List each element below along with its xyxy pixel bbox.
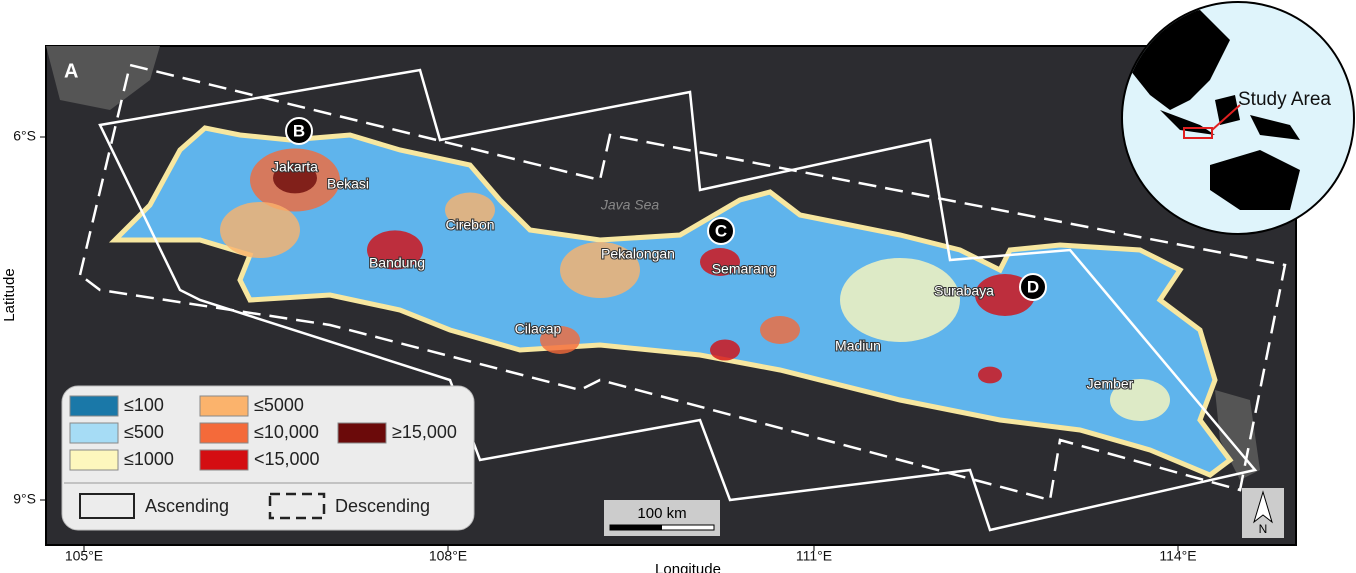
- inset-pointer: [1211, 104, 1241, 131]
- y-axis-label: Latitude: [1, 268, 18, 321]
- x-tick-label: 105°E: [65, 548, 103, 564]
- density-patch: [560, 242, 640, 298]
- legend-label: ≤5000: [254, 395, 304, 415]
- ascending-track: [98, 68, 1258, 532]
- density-patch: [700, 248, 740, 276]
- legend-label: ≤1000: [124, 449, 174, 469]
- place-label: Cirebon: [445, 217, 494, 233]
- site-marker-label: C: [715, 221, 727, 240]
- site-marker: [285, 117, 313, 145]
- place-label: Bandung: [369, 255, 425, 271]
- legend-ascending: Ascending: [145, 496, 229, 516]
- density-patch: [445, 192, 495, 228]
- scale-bar-half: [610, 525, 662, 530]
- x-tick-label: 108°E: [429, 548, 467, 564]
- legend-swatch: [69, 395, 119, 417]
- legend-box: [61, 385, 475, 531]
- density-patch: [367, 230, 423, 270]
- sumatra: [46, 46, 160, 110]
- place-label: Jember: [1087, 376, 1134, 392]
- north-label: N: [1259, 522, 1268, 536]
- density-patch: [540, 326, 580, 354]
- density-patch: [760, 316, 800, 344]
- java-island: [108, 125, 1234, 478]
- legend-swatch: [69, 422, 119, 444]
- inset-label: Study Area: [1238, 89, 1331, 110]
- density-patch: [273, 162, 317, 194]
- legend-label: ≤500: [124, 422, 164, 442]
- place-label: Pekalongan: [601, 246, 675, 262]
- legend-label: ≤10,000: [254, 422, 319, 442]
- place-label: Jakarta: [272, 159, 318, 175]
- place-label: Madiun: [835, 338, 881, 354]
- legend-swatch: [199, 395, 249, 417]
- place-label: Bekasi: [327, 176, 369, 192]
- legend-swatch: [337, 422, 387, 444]
- site-marker-label: D: [1027, 277, 1039, 296]
- scale-bar-label: 100 km: [637, 505, 686, 522]
- legend-label: ≥15,000: [392, 422, 457, 442]
- descending-track: [78, 63, 1287, 502]
- density-patch: [1110, 379, 1170, 421]
- legend-swatch: [199, 449, 249, 471]
- place-label: Cilacap: [515, 321, 562, 337]
- y-tick-label: 9°S: [13, 491, 36, 507]
- place-label: Semarang: [712, 261, 777, 277]
- map-content: [46, 46, 1287, 532]
- north-arrow: [1253, 490, 1273, 524]
- bali: [1215, 390, 1260, 480]
- descending-swatch: [268, 492, 326, 520]
- site-marker: [1019, 273, 1047, 301]
- density-patch: [220, 202, 300, 258]
- x-tick-label: 114°E: [1159, 548, 1196, 564]
- x-tick-label: 111°E: [796, 548, 832, 564]
- panel-label: A: [64, 60, 78, 82]
- sea-label: Java Sea: [600, 197, 660, 213]
- x-axis-label: Longitude: [655, 561, 721, 573]
- place-label: Surabaya: [934, 283, 994, 299]
- legend-swatch: [69, 449, 119, 471]
- density-patch: [978, 366, 1002, 384]
- legend-label: ≤100: [124, 395, 164, 415]
- density-patch: [710, 339, 740, 361]
- y-tick-label: 6°S: [13, 128, 36, 144]
- inset-study-box: [1183, 127, 1213, 139]
- legend-descending: Descending: [335, 496, 430, 516]
- site-marker-label: B: [293, 121, 305, 140]
- legend-label: <15,000: [254, 449, 320, 469]
- ascending-swatch: [79, 493, 135, 519]
- legend-swatch: [199, 422, 249, 444]
- density-patch: [840, 258, 960, 342]
- site-marker: [707, 217, 735, 245]
